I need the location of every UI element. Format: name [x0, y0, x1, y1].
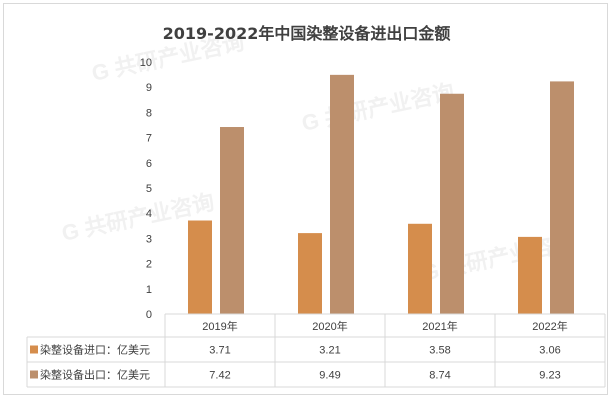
legend-label: 染整设备出口：亿美元	[40, 368, 150, 382]
y-tick-label: 6	[146, 158, 152, 170]
data-label: 3.21	[319, 345, 340, 357]
bar-import	[408, 223, 432, 314]
bar-export	[330, 74, 354, 315]
y-tick-label: 1	[146, 284, 152, 296]
x-tick-label: 2019年	[202, 319, 237, 333]
y-tick-label: 4	[146, 208, 152, 220]
x-tick-label: 2022年	[532, 319, 567, 333]
legend-key	[30, 345, 38, 354]
data-label: 9.23	[539, 370, 560, 382]
y-tick-label: 0	[146, 309, 152, 321]
bar-export	[220, 127, 244, 315]
y-tick-label: 9	[146, 82, 152, 94]
data-label: 3.06	[539, 345, 560, 357]
y-tick-label: 5	[146, 183, 152, 195]
bar-export	[550, 81, 574, 315]
data-label: 8.74	[429, 370, 450, 382]
x-tick-label: 2021年	[422, 319, 457, 333]
chart-frame	[3, 3, 608, 395]
data-label: 3.58	[429, 345, 450, 357]
y-tick-label: 3	[146, 233, 152, 245]
legend-key	[30, 370, 38, 379]
y-tick-label: 8	[146, 107, 152, 119]
chart-title: 2019-2022年中国染整设备进出口金额	[162, 24, 451, 43]
bar-import	[298, 233, 322, 314]
y-tick-label: 10	[140, 57, 152, 69]
bar-export	[440, 93, 464, 314]
data-label: 3.71	[209, 345, 230, 357]
data-label: 9.49	[319, 370, 340, 382]
data-label: 7.42	[209, 370, 230, 382]
y-tick-label: 7	[146, 133, 152, 145]
x-tick-label: 2020年	[312, 319, 347, 333]
bar-import	[518, 236, 542, 314]
bar-import	[188, 220, 212, 314]
y-tick-label: 2	[146, 259, 152, 271]
legend-label: 染整设备进口：亿美元	[40, 343, 150, 357]
